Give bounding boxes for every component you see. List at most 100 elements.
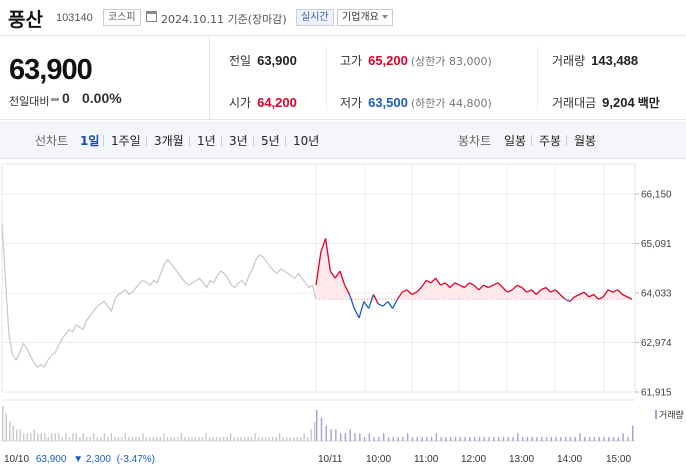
today-volume-bar bbox=[521, 437, 524, 441]
tab-1w[interactable]: 1주일 bbox=[111, 134, 141, 148]
tab-monthly-candle[interactable]: 월봉 bbox=[574, 134, 597, 148]
prev-volume-bar bbox=[5, 413, 7, 441]
tab-5y[interactable]: 5년 bbox=[261, 134, 280, 148]
tab-3y[interactable]: 3년 bbox=[229, 134, 248, 148]
stock-code: 103140 bbox=[56, 12, 93, 24]
today-segment bbox=[535, 289, 542, 295]
divider bbox=[537, 46, 538, 110]
today-volume-bar bbox=[507, 437, 509, 441]
prev-volume-bar bbox=[201, 437, 204, 441]
today-segment bbox=[463, 282, 470, 288]
today-volume-bar bbox=[440, 437, 442, 441]
low-label: 저가 bbox=[340, 96, 363, 110]
today-segment bbox=[478, 284, 485, 291]
prev-volume-bar bbox=[142, 433, 144, 441]
today-volume-bar bbox=[316, 409, 318, 441]
today-segment bbox=[435, 277, 442, 286]
tab-10y[interactable]: 10년 bbox=[293, 134, 320, 148]
prev-volume-bar bbox=[180, 433, 183, 441]
today-volume-bar bbox=[421, 437, 423, 441]
volume-legend-icon bbox=[655, 410, 657, 419]
line-chart-label: 선차트 bbox=[35, 134, 69, 148]
volume-stat: 거래량 143,488 bbox=[552, 52, 638, 69]
prev-close-value: 63,900 bbox=[257, 53, 297, 68]
prev-volume-bar bbox=[114, 437, 116, 441]
prev-volume-bar bbox=[37, 433, 39, 441]
today-segment bbox=[329, 270, 336, 279]
prev-volume-bar bbox=[275, 437, 277, 441]
today-segment bbox=[339, 270, 346, 286]
tab-daily-candle[interactable]: 일봉 bbox=[504, 134, 527, 148]
prev-volume-bar bbox=[222, 437, 225, 441]
tab-3m[interactable]: 3개월 bbox=[154, 134, 184, 148]
today-segment bbox=[363, 301, 370, 309]
low-stat: 저가 63,500 (하한가 44,800) bbox=[340, 94, 492, 111]
today-volume-bar bbox=[363, 437, 366, 441]
today-segment bbox=[444, 282, 451, 288]
today-volume-bar bbox=[464, 437, 466, 441]
today-segment bbox=[344, 284, 351, 295]
today-volume-bar bbox=[435, 433, 438, 441]
trade-amount-stat: 거래대금 9,204 백만 bbox=[552, 94, 660, 111]
x-tick-label: 10:00 bbox=[366, 454, 391, 465]
today-segment bbox=[401, 289, 408, 293]
today-volume-bar bbox=[555, 437, 557, 441]
prev-volume-bar bbox=[135, 437, 137, 441]
today-volume-bar bbox=[330, 429, 332, 441]
company-overview-dropdown[interactable]: 기업개요 bbox=[337, 9, 393, 26]
prev-volume-bar bbox=[16, 429, 18, 441]
today-segment bbox=[622, 293, 628, 298]
prev-volume-bar bbox=[159, 437, 162, 441]
today-segment bbox=[617, 289, 623, 295]
today-volume-bar bbox=[426, 437, 428, 441]
x-tick-label: 11:00 bbox=[414, 454, 439, 465]
today-volume-bar bbox=[584, 437, 586, 441]
today-volume-bar bbox=[373, 437, 375, 441]
today-volume-bar bbox=[541, 437, 543, 441]
prev-volume-bar bbox=[208, 437, 211, 441]
prev-volume-bar bbox=[107, 437, 109, 441]
x-tick-label: 10/11 bbox=[318, 454, 343, 465]
open-stat: 시가 64,200 bbox=[229, 94, 297, 111]
today-volume-bar bbox=[335, 429, 337, 441]
today-volume-bar bbox=[545, 437, 548, 441]
base-date: 2024.10.11 기준(장마감) bbox=[161, 13, 287, 26]
change-percent: 0.00% bbox=[82, 90, 122, 106]
x-tick-label: 15:00 bbox=[606, 454, 631, 465]
today-segment bbox=[531, 289, 537, 295]
prev-close-stat: 전일 63,900 bbox=[229, 52, 297, 69]
tab-divider bbox=[285, 135, 286, 146]
today-volume-bar bbox=[560, 437, 562, 441]
today-segment bbox=[583, 291, 590, 298]
today-volume-bar bbox=[512, 437, 514, 441]
today-segment bbox=[473, 284, 480, 291]
today-volume-bar bbox=[550, 437, 553, 441]
realtime-button[interactable]: 실시간 bbox=[296, 9, 334, 26]
tab-weekly-candle[interactable]: 주봉 bbox=[539, 134, 562, 148]
today-segment bbox=[574, 293, 580, 298]
prev-volume-bar bbox=[58, 433, 60, 441]
tab-1y[interactable]: 1년 bbox=[197, 134, 216, 148]
prev-volume-bar bbox=[229, 433, 232, 441]
today-volume-bar bbox=[612, 437, 615, 441]
today-volume-bar bbox=[488, 437, 490, 441]
today-segment bbox=[483, 284, 489, 289]
tab-1d[interactable]: 1일 bbox=[80, 134, 100, 148]
candle-chart-label: 봉차트 bbox=[458, 134, 492, 148]
prev-volume-bar bbox=[128, 437, 130, 441]
today-segment bbox=[559, 294, 566, 300]
calendar-icon bbox=[146, 11, 157, 22]
prev-volume-bar bbox=[163, 433, 165, 441]
today-fill bbox=[316, 238, 632, 300]
today-volume-bar bbox=[627, 437, 629, 441]
upper-limit: (상한가 83,000) bbox=[410, 55, 492, 68]
prev-volume-bar bbox=[310, 429, 312, 441]
divider bbox=[326, 46, 327, 110]
today-segment bbox=[368, 294, 375, 309]
prev-volume-bar bbox=[110, 433, 113, 441]
prev-volume-bar bbox=[131, 437, 134, 441]
prev-volume-bar bbox=[166, 437, 169, 441]
prev-day-price: 63,900 bbox=[36, 454, 67, 465]
volume-legend-label: 거래량 bbox=[659, 409, 684, 420]
